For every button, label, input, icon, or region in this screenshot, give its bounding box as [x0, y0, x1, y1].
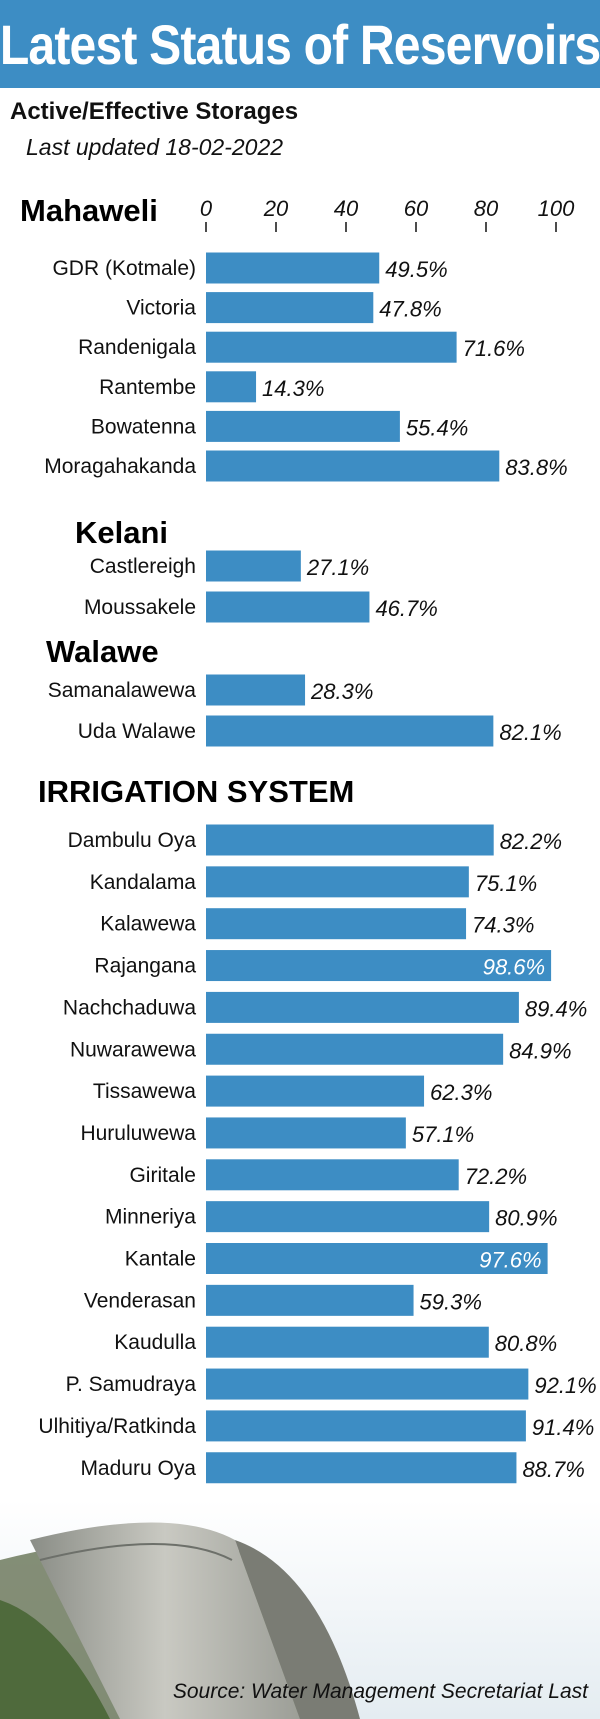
value-label-3-0: 82.2% [500, 829, 562, 854]
bar-3-0 [206, 824, 494, 856]
bar-3-5 [206, 1033, 504, 1065]
value-label-3-13: 92.1% [534, 1373, 596, 1398]
value-label-2-1: 82.1% [499, 720, 561, 745]
bar-0-2 [206, 331, 457, 363]
tick-label-80: 80 [474, 196, 499, 221]
category-label-3-15: Maduru Oya [80, 1457, 196, 1480]
category-label-3-4: Nachchaduwa [63, 996, 196, 1019]
category-label-3-5: Nuwarawewa [70, 1038, 196, 1061]
value-label-3-12: 80.8% [495, 1331, 557, 1356]
page-title: Latest Status of Reservoirs [0, 12, 600, 76]
value-label-3-10: 97.6% [479, 1248, 541, 1273]
source-note: Source: Water Management Secretariat Las… [172, 1680, 588, 1703]
category-label-3-10: Kantale [125, 1248, 196, 1271]
category-label-0-5: Moragahakanda [44, 455, 196, 478]
value-label-0-4: 55.4% [406, 415, 468, 440]
chart-subtitle: Active/Effective Storages [10, 98, 299, 125]
category-label-3-13: P. Samudraya [66, 1373, 197, 1396]
category-label-3-9: Minneriya [105, 1206, 196, 1229]
bar-3-7 [206, 1117, 406, 1149]
group-title-1: Kelani [75, 515, 168, 550]
value-label-3-8: 72.2% [465, 1164, 527, 1189]
group-title-2: Walawe [46, 634, 159, 669]
bar-0-1 [206, 292, 374, 324]
value-label-1-0: 27.1% [306, 555, 369, 580]
tick-label-40: 40 [334, 196, 359, 221]
bar-series: Mahaweli GDR (Kotmale) 49.5% Victoria 47.8% R… [20, 193, 597, 1484]
bar-2-0 [206, 674, 306, 706]
category-label-0-1: Victoria [126, 297, 196, 320]
value-label-0-1: 47.8% [379, 297, 441, 322]
bar-3-15 [206, 1452, 517, 1484]
category-label-2-0: Samanalawewa [48, 679, 197, 702]
value-label-0-2: 71.6% [463, 336, 525, 361]
bar-0-3 [206, 371, 257, 403]
bar-0-4 [206, 410, 400, 442]
x-axis: 0 20 40 60 80 100 [200, 196, 575, 232]
category-label-3-0: Dambulu Oya [68, 829, 197, 852]
bar-3-14 [206, 1410, 526, 1442]
group-title-0: Mahaweli [20, 193, 158, 228]
category-label-0-3: Rantembe [99, 376, 196, 399]
tick-label-20: 20 [263, 196, 289, 221]
category-label-2-1: Uda Walawe [78, 720, 196, 743]
category-label-3-7: Huruluwewa [80, 1122, 196, 1145]
value-label-3-4: 89.4% [525, 996, 587, 1021]
category-label-3-8: Giritale [129, 1164, 196, 1187]
bar-3-1 [206, 866, 469, 898]
bar-0-0 [206, 252, 380, 284]
value-label-3-7: 57.1% [412, 1122, 474, 1147]
category-label-3-2: Kalawewa [100, 913, 196, 936]
category-label-3-14: Ulhitiya/Ratkinda [38, 1415, 196, 1438]
value-label-0-0: 49.5% [385, 257, 447, 282]
bar-3-9 [206, 1201, 490, 1233]
value-label-0-5: 83.8% [505, 455, 567, 480]
value-label-3-5: 84.9% [509, 1038, 571, 1063]
category-label-1-0: Castlereigh [90, 555, 196, 578]
category-label-3-6: Tissawewa [93, 1080, 196, 1103]
bar-3-3 [206, 950, 552, 982]
value-label-3-2: 74.3% [472, 913, 534, 938]
dam-illustration [0, 1500, 600, 1719]
category-label-0-2: Randenigala [78, 336, 196, 359]
value-label-3-15: 88.7% [522, 1457, 584, 1482]
tick-label-0: 0 [200, 196, 213, 221]
value-label-2-0: 28.3% [310, 679, 373, 704]
value-label-1-1: 46.7% [375, 596, 437, 621]
category-label-0-0: GDR (Kotmale) [52, 257, 196, 280]
category-label-1-1: Moussakele [84, 596, 196, 619]
bar-0-5 [206, 450, 500, 482]
category-label-3-3: Rajangana [94, 955, 196, 978]
bar-3-11 [206, 1284, 414, 1316]
category-label-3-1: Kandalama [90, 871, 197, 894]
bar-2-1 [206, 715, 494, 747]
bar-3-8 [206, 1159, 459, 1191]
category-label-3-12: Kaudulla [114, 1331, 196, 1354]
value-label-3-6: 62.3% [430, 1080, 492, 1105]
bar-3-12 [206, 1326, 489, 1358]
tick-label-60: 60 [404, 196, 429, 221]
category-label-0-4: Bowatenna [91, 415, 196, 438]
tick-label-100: 100 [538, 196, 575, 221]
bar-3-13 [206, 1368, 529, 1400]
bar-3-10 [206, 1243, 548, 1274]
value-label-3-1: 75.1% [475, 871, 537, 896]
bar-3-2 [206, 908, 467, 940]
bar-3-6 [206, 1075, 425, 1107]
bar-3-4 [206, 991, 519, 1023]
last-updated: Last updated 18-02-2022 [26, 134, 284, 160]
value-label-3-3: 98.6% [483, 955, 545, 980]
value-label-0-3: 14.3% [262, 376, 324, 401]
value-label-3-14: 91.4% [532, 1415, 594, 1440]
category-label-3-11: Venderasan [84, 1289, 196, 1312]
title-banner: Latest Status of Reservoirs [0, 0, 600, 88]
group-title-3: IRRIGATION SYSTEM [38, 774, 354, 809]
bar-1-0 [206, 550, 301, 582]
value-label-3-11: 59.3% [420, 1289, 482, 1314]
bar-1-1 [206, 591, 370, 623]
value-label-3-9: 80.9% [495, 1206, 557, 1231]
